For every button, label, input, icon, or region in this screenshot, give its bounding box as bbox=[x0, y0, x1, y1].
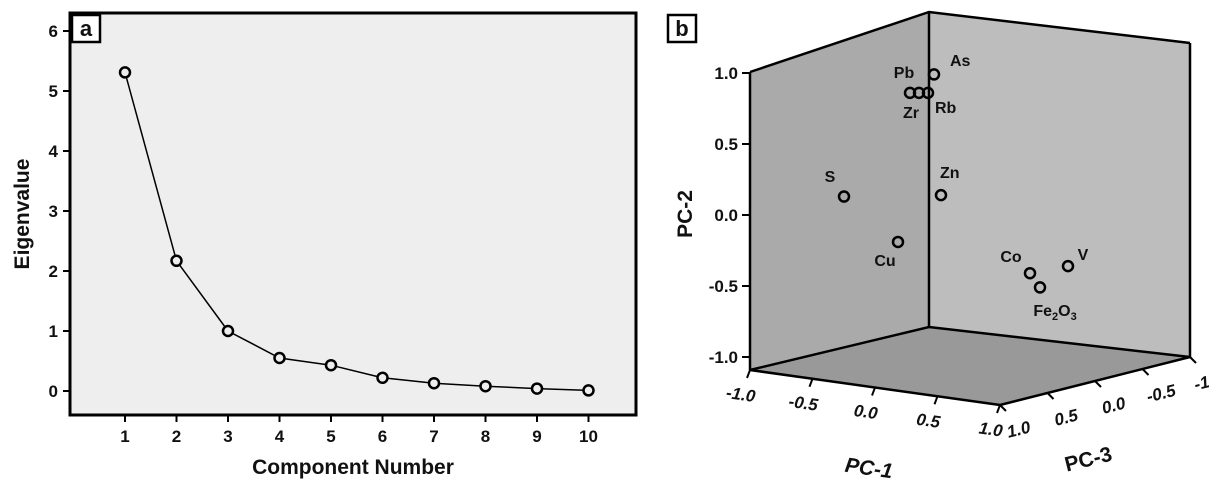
point-label: As bbox=[950, 53, 971, 70]
pc3-tick-label: 0.5 bbox=[1052, 405, 1080, 429]
point-label-part: Fe bbox=[1033, 303, 1052, 320]
x-tick-label: 6 bbox=[378, 427, 387, 446]
panel-label-a: a bbox=[80, 16, 93, 41]
y-tick-label: 5 bbox=[49, 82, 58, 101]
eigenvalue-point bbox=[427, 376, 441, 390]
scree-plot: a 0 1 2 3 4 5 6 1 2 3 4 5 6 7 8 9 10 Component Number E… bbox=[11, 11, 638, 479]
pc3-tick-mark bbox=[999, 404, 1007, 412]
y-axis-label: Eigenvalue bbox=[11, 159, 34, 270]
point-label: S bbox=[825, 169, 836, 186]
x-tick-label: 1 bbox=[120, 427, 129, 446]
y-tick-label: 0 bbox=[49, 382, 58, 401]
loading-point bbox=[927, 68, 941, 81]
x-tick-label: 9 bbox=[532, 427, 541, 446]
y-tick-label: 3 bbox=[49, 202, 58, 221]
pc3-axis-label: PC-3 bbox=[1062, 443, 1114, 477]
point-label: Fe2O3 bbox=[1033, 303, 1076, 323]
point-label: Zn bbox=[940, 165, 960, 182]
pc2-tick-label: -1.0 bbox=[709, 348, 738, 367]
loading-point bbox=[1023, 266, 1037, 280]
pc1-tick-label: 0.0 bbox=[853, 401, 880, 423]
pc2-tick-label: 1.0 bbox=[714, 64, 738, 83]
y-tick-label: 6 bbox=[49, 22, 58, 41]
point-label: Rb bbox=[935, 100, 957, 117]
point-label-subscript: 3 bbox=[1071, 311, 1077, 323]
pc1-tick-label: -0.5 bbox=[787, 392, 819, 415]
pc3-tick-mark bbox=[1141, 368, 1150, 376]
pc2-tick-label: -0.5 bbox=[709, 277, 738, 296]
pc3-tick-label: -1.0 bbox=[1192, 369, 1209, 395]
pc1-tick-mark bbox=[808, 378, 814, 388]
pc2-axis-label: PC-2 bbox=[674, 190, 697, 238]
point-label: Co bbox=[1000, 249, 1022, 266]
loading-plot-3d: b -1.0 -0.5 0.0 0.5 1.0 -1.0 -0.5 0.0 0.5 1.0 1.… bbox=[666, 10, 1209, 483]
eigenvalue-line bbox=[124, 72, 589, 392]
x-tick-label: 5 bbox=[326, 427, 335, 446]
x-tick-label: 7 bbox=[429, 427, 438, 446]
pc1-tick-mark bbox=[996, 404, 1001, 414]
eigenvalue-point bbox=[221, 324, 235, 338]
back-left-wall bbox=[750, 12, 929, 370]
back-right-wall bbox=[929, 12, 1190, 357]
pc1-tick-mark bbox=[871, 387, 876, 396]
loading-point bbox=[837, 190, 851, 203]
pc1-tick-label: 1.0 bbox=[978, 419, 1005, 441]
pc1-tick-mark bbox=[933, 395, 939, 405]
box-frame bbox=[748, 10, 1192, 407]
pc3-tick-label: -0.5 bbox=[1145, 381, 1179, 407]
pc3-tick-mark bbox=[1189, 356, 1197, 364]
loading-point bbox=[1033, 281, 1047, 294]
x-tick-label: 10 bbox=[579, 427, 598, 446]
point-label: Cu bbox=[874, 253, 895, 270]
pc2-tick-label: 0.5 bbox=[714, 135, 738, 154]
pc1-tick-mark bbox=[746, 369, 751, 379]
pc2-tick-label: 0.0 bbox=[714, 206, 738, 225]
eigenvalue-point bbox=[273, 351, 286, 365]
x-tick-label: 4 bbox=[275, 427, 285, 446]
eigenvalue-point bbox=[118, 66, 132, 79]
y-tick-label: 2 bbox=[49, 262, 58, 281]
eigenvalue-point bbox=[324, 358, 338, 372]
pc1-axis-label: PC-1 bbox=[844, 454, 895, 483]
pc3-tick-label: 0.0 bbox=[1100, 393, 1128, 417]
pc3-tick-label: 1.0 bbox=[1005, 417, 1033, 441]
point-label: V bbox=[1078, 247, 1089, 264]
panel-label-b: b bbox=[675, 16, 688, 41]
floor bbox=[750, 327, 1190, 405]
point-label: Zr bbox=[903, 105, 919, 122]
panel-label-box-a bbox=[70, 13, 102, 44]
y-tick-label: 1 bbox=[49, 322, 58, 341]
eigenvalue-point bbox=[170, 254, 183, 268]
point-label-subscript: 2 bbox=[1052, 311, 1058, 323]
loading-point bbox=[1061, 259, 1075, 273]
eigenvalue-point bbox=[376, 371, 389, 385]
pc1-tick-label: 0.5 bbox=[915, 410, 942, 432]
pc3-tick-mark bbox=[1094, 380, 1102, 388]
pc3-tick-mark bbox=[1046, 392, 1055, 400]
y-tick-label: 4 bbox=[49, 142, 59, 161]
eigenvalue-point bbox=[479, 379, 492, 393]
eigenvalue-point bbox=[530, 382, 544, 395]
panel-label-box-b bbox=[666, 13, 698, 44]
x-axis-label: Component Number bbox=[252, 456, 454, 479]
x-tick-label: 3 bbox=[223, 427, 232, 446]
pc1-tick-label: -1.0 bbox=[725, 383, 757, 406]
x-tick-label: 2 bbox=[172, 427, 181, 446]
point-label: Pb bbox=[894, 65, 915, 82]
point-label-part: O bbox=[1058, 303, 1070, 320]
eigenvalue-point bbox=[582, 384, 595, 397]
loading-point bbox=[891, 235, 905, 249]
x-tick-label: 8 bbox=[481, 427, 490, 446]
loading-point bbox=[921, 86, 935, 100]
plot-area-a bbox=[68, 11, 638, 417]
loading-point bbox=[934, 188, 948, 202]
